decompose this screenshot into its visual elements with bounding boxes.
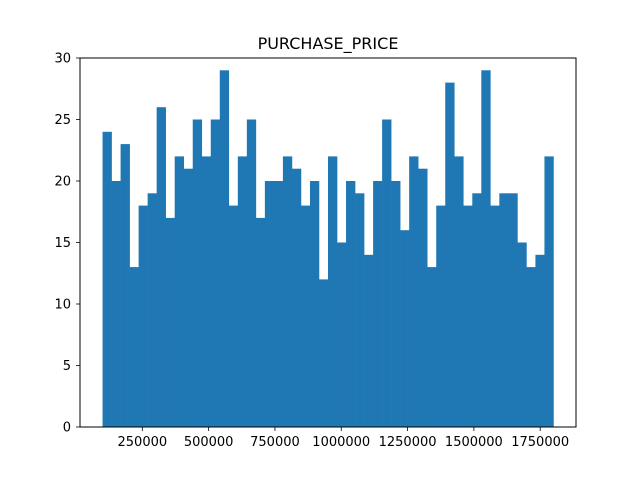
histogram-bar [282, 156, 293, 427]
histogram-bar [165, 217, 175, 427]
x-tick-label: 750000 [250, 435, 300, 450]
y-tick-label: 25 [54, 113, 71, 128]
y-tick-label: 15 [54, 236, 71, 251]
histogram-bar [382, 119, 392, 427]
histogram-bar [337, 242, 347, 427]
y-tick-label: 0 [63, 421, 71, 436]
x-axis-ticks: 250000 500000 750000 1000000 1250000 1500000 1… [118, 427, 569, 450]
histogram-bar [174, 156, 185, 427]
plot-frame [79, 57, 577, 428]
histogram-bar [318, 279, 329, 427]
histogram-bar [300, 205, 311, 427]
histogram-bar [436, 205, 446, 427]
x-tick-label: 250000 [118, 435, 168, 450]
histogram-bar [138, 205, 148, 427]
histogram-bar [445, 82, 455, 427]
histogram-bar [129, 267, 139, 427]
bars-group [102, 70, 554, 428]
histogram-bar [219, 70, 230, 428]
histogram-bar [481, 70, 491, 428]
histogram-bar [427, 267, 437, 427]
y-tick-label: 5 [63, 359, 71, 374]
histogram-bar [517, 242, 527, 427]
histogram-bar [102, 131, 112, 428]
histogram-bar [147, 193, 157, 427]
histogram-bar [228, 205, 239, 427]
histogram-bar [418, 168, 428, 427]
histogram-bar [373, 181, 383, 427]
histogram-bar [355, 193, 365, 427]
x-tick-label: 500000 [184, 435, 234, 450]
histogram-bar [454, 156, 464, 427]
histogram-bar [535, 254, 545, 427]
y-tick-label: 10 [54, 298, 71, 313]
histogram-bar [508, 193, 518, 427]
histogram-bar [309, 181, 320, 427]
histogram-bar [273, 181, 284, 427]
histogram-bar [463, 205, 473, 427]
histogram-bar [255, 217, 266, 427]
histogram-bar [192, 119, 203, 427]
histogram-bar [111, 181, 121, 427]
histogram-bar [237, 156, 248, 427]
histogram-bar [120, 144, 130, 427]
histogram-bar [328, 156, 338, 427]
histogram-bar [156, 107, 166, 427]
chart-title: PURCHASE_PRICE [258, 34, 399, 54]
x-tick-label: 1250000 [379, 435, 437, 450]
histogram-bar [472, 193, 482, 427]
x-tick-label: 1750000 [511, 435, 569, 450]
histogram-bar [201, 156, 212, 427]
histogram-bar [291, 168, 302, 427]
histogram-bar [409, 156, 419, 427]
histogram-bar [210, 119, 221, 427]
x-tick-label: 1500000 [445, 435, 503, 450]
histogram-bar [544, 156, 554, 427]
histogram-bar [264, 181, 275, 427]
histogram-bar [526, 267, 536, 427]
y-axis-ticks: 0 5 10 15 20 25 30 [54, 52, 80, 436]
histogram-bar [246, 119, 257, 427]
histogram-bar [499, 193, 509, 427]
y-tick-label: 20 [54, 175, 71, 190]
histogram-bar [364, 254, 374, 427]
histogram-bar [346, 181, 356, 427]
histogram-bar [391, 181, 401, 427]
x-tick-label: 1000000 [312, 435, 370, 450]
histogram-bar [490, 205, 500, 427]
histogram-bar [183, 168, 194, 427]
histogram-bar [400, 230, 410, 427]
y-tick-label: 30 [54, 52, 71, 67]
